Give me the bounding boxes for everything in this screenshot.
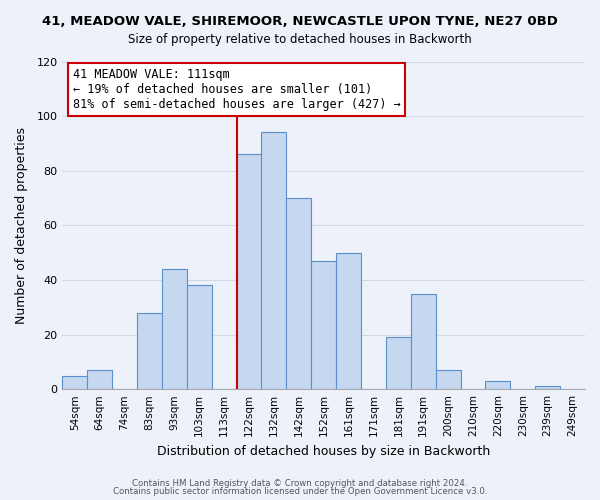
X-axis label: Distribution of detached houses by size in Backworth: Distribution of detached houses by size … xyxy=(157,444,490,458)
Bar xyxy=(62,376,87,389)
Bar xyxy=(187,286,212,389)
Text: 41, MEADOW VALE, SHIREMOOR, NEWCASTLE UPON TYNE, NE27 0BD: 41, MEADOW VALE, SHIREMOOR, NEWCASTLE UP… xyxy=(42,15,558,28)
Bar xyxy=(535,386,560,389)
Y-axis label: Number of detached properties: Number of detached properties xyxy=(15,127,28,324)
Bar xyxy=(262,132,286,389)
Bar xyxy=(286,198,311,389)
Bar xyxy=(485,381,511,389)
Bar xyxy=(336,252,361,389)
Bar xyxy=(137,312,162,389)
Text: Contains HM Land Registry data © Crown copyright and database right 2024.: Contains HM Land Registry data © Crown c… xyxy=(132,478,468,488)
Bar xyxy=(87,370,112,389)
Text: 41 MEADOW VALE: 111sqm
← 19% of detached houses are smaller (101)
81% of semi-de: 41 MEADOW VALE: 111sqm ← 19% of detached… xyxy=(73,68,401,111)
Bar xyxy=(311,261,336,389)
Bar xyxy=(411,294,436,389)
Bar xyxy=(386,338,411,389)
Bar xyxy=(436,370,461,389)
Text: Size of property relative to detached houses in Backworth: Size of property relative to detached ho… xyxy=(128,32,472,46)
Bar xyxy=(162,269,187,389)
Bar xyxy=(236,154,262,389)
Text: Contains public sector information licensed under the Open Government Licence v3: Contains public sector information licen… xyxy=(113,487,487,496)
